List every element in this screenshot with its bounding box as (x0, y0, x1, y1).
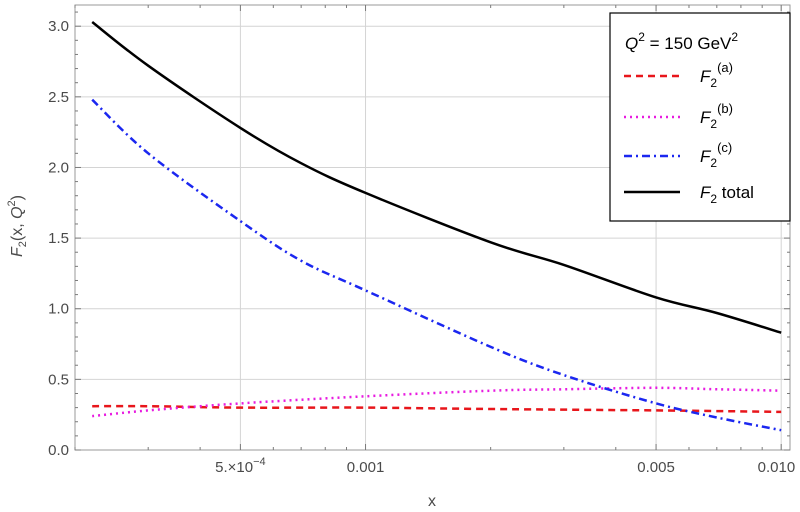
plot-frame (74, 4, 791, 451)
legend-title: Q2 = 150 GeV2 (625, 30, 738, 53)
plot-border (74, 4, 791, 451)
series-line-2 (92, 386, 782, 418)
legend-label-2: F2(b) (700, 101, 733, 131)
x-tick-labels: 5.×10−4 0.001 0.005 0.010 (215, 456, 795, 476)
series-lines (91, 21, 782, 432)
x-tick-label: 0.001 (347, 459, 385, 476)
legend: Q2 = 150 GeV2 F2(a) F2(b) F2(c) F2 total (609, 12, 791, 222)
legend-label-3: F2(c) (700, 140, 732, 170)
series-line-4 (91, 21, 782, 334)
y-tick-label: 2.0 (48, 159, 69, 176)
y-tick-labels: 0.0 0.5 1.0 1.5 2.0 2.5 3.0 (48, 18, 69, 459)
x-axis-label: x (428, 493, 436, 510)
legend-box (609, 12, 791, 222)
y-tick-label: 0.5 (48, 371, 69, 388)
x-tick-label: 0.005 (637, 459, 675, 476)
x-tick-label: 0.010 (758, 459, 796, 476)
series-line-3 (91, 98, 782, 432)
y-tick-label: 1.0 (48, 301, 69, 318)
y-tick-label: 0.0 (48, 442, 69, 459)
y-tick-label: 3.0 (48, 18, 69, 35)
legend-label-1: F2(a) (700, 60, 733, 90)
series-line-1 (92, 404, 782, 414)
x-tick-label: 5.×10−4 (215, 456, 266, 476)
y-tick-label: 1.5 (48, 230, 69, 247)
legend-label-4: F2 total (700, 183, 754, 206)
y-axis-label: F2(x, Q2) (6, 195, 29, 257)
y-tick-label: 2.5 (48, 89, 69, 106)
